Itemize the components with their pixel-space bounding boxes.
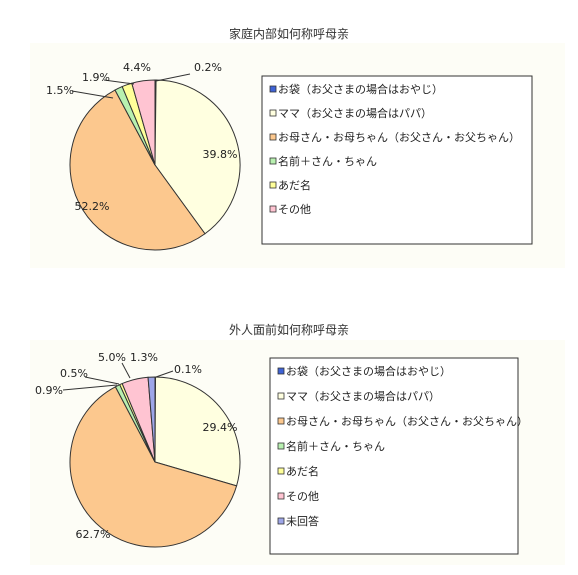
data-label: 5.0% xyxy=(98,351,126,364)
data-label: 0.2% xyxy=(194,61,222,74)
slice-leader-line xyxy=(121,362,131,379)
legend-swatch xyxy=(269,181,277,189)
legend-swatch xyxy=(277,517,285,525)
legend-swatch xyxy=(277,367,285,375)
legend-swatch xyxy=(269,109,277,117)
slice-leader-line xyxy=(62,384,118,391)
legend-swatch xyxy=(277,417,285,425)
legend-swatch xyxy=(277,492,285,500)
slice-leader-line xyxy=(155,370,174,378)
chart-2-panel: 0.1% 29.4% 62.7% 0.9% 0.5% 5.0% 1.3% お袋（お父さまの場合… xyxy=(30,340,565,565)
data-label: 1.9% xyxy=(82,71,110,84)
legend-entry: ママ（お父さまの場合はパパ） xyxy=(286,389,440,403)
legend-entry: お母さん・お母ちゃん（お父さん・お父ちゃん） xyxy=(286,415,528,428)
pie-slice-2 xyxy=(154,376,241,487)
pie-slice-2 xyxy=(154,79,241,235)
legend-entry: ママ（お父さまの場合はパパ） xyxy=(278,106,432,120)
legend-entry: その他 xyxy=(286,490,319,503)
data-label: 39.8% xyxy=(203,148,238,161)
legend-swatch xyxy=(269,205,277,213)
data-label: 1.5% xyxy=(46,84,74,97)
slice-leader-line xyxy=(84,376,120,385)
legend-entry: お母さん・お母ちゃん（お父さん・お父ちゃん） xyxy=(278,131,520,144)
slice-leader-line xyxy=(103,79,135,85)
data-label: 1.3% xyxy=(130,351,158,364)
legend-entry: 名前＋さん・ちゃん xyxy=(286,439,385,453)
legend-box xyxy=(261,75,533,245)
legend-swatch xyxy=(277,467,285,475)
legend-swatch xyxy=(269,85,277,93)
legend-swatch xyxy=(277,392,285,400)
chart-1-title: 家庭内部如何称呼母亲 xyxy=(228,27,349,41)
legend-entry: あだ名 xyxy=(286,464,319,478)
data-label: 62.7% xyxy=(76,528,111,541)
legend-swatch xyxy=(269,133,277,141)
data-label: 0.9% xyxy=(35,384,63,397)
legend-entry: あだ名 xyxy=(278,178,311,192)
legend-entry: お袋（お父さまの場合はおやじ） xyxy=(278,82,443,96)
data-label: 4.4% xyxy=(123,61,151,74)
data-label: 0.1% xyxy=(174,363,202,376)
legend-entry: 未回答 xyxy=(286,514,319,528)
chart-2-title: 外人面前如何称呼母亲 xyxy=(228,323,349,337)
legend-entry: 名前＋さん・ちゃん xyxy=(278,154,377,168)
pie-slice-3 xyxy=(69,89,206,251)
legend-box xyxy=(269,357,519,555)
data-label: 52.2% xyxy=(75,200,110,213)
data-label: 0.5% xyxy=(60,367,88,380)
legend-entry: その他 xyxy=(278,203,311,216)
chart-1-panel: 0.2% 39.8% 52.2% 1.5% 1.9% 4.4% お袋（お父さまの場合はおやじ… xyxy=(30,43,565,268)
legend-entry: お袋（お父さまの場合はおやじ） xyxy=(286,364,451,378)
legend-swatch xyxy=(277,442,285,450)
chart-2-svg: 0.1% 29.4% 62.7% 0.9% 0.5% 5.0% 1.3% お袋（お父さまの場合… xyxy=(35,351,528,555)
slice-leader-line xyxy=(71,90,114,99)
slice-leader-line xyxy=(155,73,191,82)
pie-slice-7 xyxy=(147,376,156,463)
chart-1-svg: 0.2% 39.8% 52.2% 1.5% 1.9% 4.4% お袋（お父さまの場合はおやじ… xyxy=(46,61,533,251)
data-label: 29.4% xyxy=(203,421,238,434)
legend-swatch xyxy=(269,157,277,165)
pie-slice-3 xyxy=(69,386,238,548)
